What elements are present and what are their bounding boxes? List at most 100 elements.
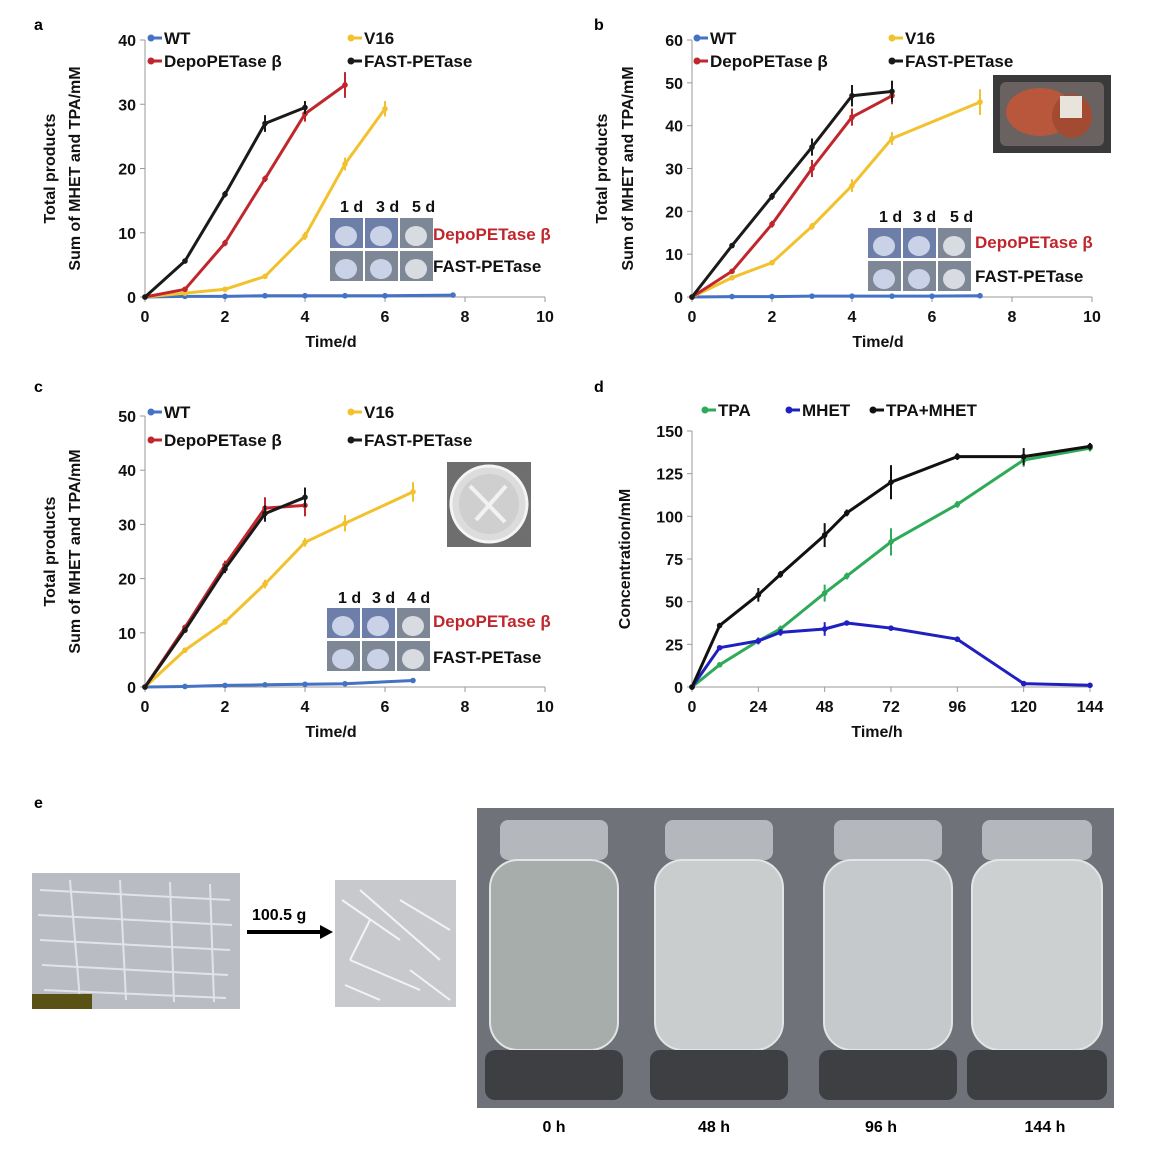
y-tick-label: 10 — [665, 247, 683, 264]
data-point — [342, 680, 348, 687]
data-point — [262, 581, 268, 587]
legend-label: WT — [164, 403, 191, 422]
data-point — [755, 638, 762, 644]
data-point — [382, 292, 388, 299]
data-point — [849, 293, 855, 299]
data-point — [1020, 680, 1027, 687]
legend-label: MHET — [802, 401, 851, 420]
y-tick-label: 50 — [665, 76, 683, 93]
data-point — [849, 114, 855, 120]
data-point — [716, 662, 723, 668]
data-point — [888, 539, 894, 545]
inset-tube — [943, 236, 965, 256]
y-tick-label: 60 — [665, 33, 683, 50]
inset-day-label: 3 d — [913, 209, 936, 226]
data-point — [821, 590, 828, 596]
legend-label: V16 — [905, 29, 935, 48]
data-point — [843, 573, 850, 579]
series-fast-petase — [689, 80, 895, 300]
reactor-jars — [485, 820, 1107, 1100]
inset-tube — [332, 616, 354, 636]
data-point — [689, 684, 695, 690]
panel-label-c: c — [34, 379, 43, 396]
x-tick-label: 10 — [536, 699, 554, 716]
data-point — [262, 510, 268, 517]
x-tick-label: 10 — [536, 309, 554, 326]
data-point — [1087, 443, 1093, 450]
data-point — [889, 293, 895, 299]
data-point — [302, 494, 308, 501]
legend-marker-dot — [888, 57, 896, 65]
weight-label: 100.5 g — [252, 907, 306, 924]
data-point — [809, 144, 815, 150]
y-tick-label: 0 — [127, 680, 136, 697]
reactor-vessel — [823, 859, 953, 1051]
pet-flakes-photo — [335, 880, 456, 1007]
data-point — [954, 636, 961, 643]
inset-tube — [405, 226, 427, 246]
data-point — [302, 292, 308, 299]
series-depopetase- — [142, 494, 308, 690]
x-tick-label: 0 — [688, 309, 697, 326]
legend-marker-dot — [347, 436, 355, 444]
data-point — [777, 571, 784, 578]
y-tick-label: 20 — [118, 572, 136, 589]
data-point — [888, 479, 894, 486]
reactor-lid — [982, 820, 1092, 860]
x-axis-label: Time/d — [852, 334, 903, 351]
x-tick-label: 120 — [1010, 699, 1037, 716]
legend-label: TPA — [718, 401, 751, 420]
data-point — [755, 592, 762, 598]
legend-marker-dot — [869, 406, 877, 414]
data-point — [821, 532, 828, 538]
inset-day-label: 3 d — [372, 590, 395, 607]
x-tick-label: 2 — [221, 699, 230, 716]
y-tick-label: 25 — [665, 637, 683, 654]
y-tick-label: 20 — [665, 204, 683, 221]
data-point — [342, 161, 348, 167]
inset-tube — [405, 259, 427, 279]
reactor-lid — [665, 820, 773, 860]
x-tick-label: 8 — [461, 699, 470, 716]
data-point — [849, 182, 855, 189]
y-tick-label: 30 — [665, 162, 683, 179]
legend-label: DepoPETase β — [164, 431, 282, 450]
inset-day-label: 1 d — [340, 199, 363, 216]
legend-label: TPA+MHET — [886, 401, 977, 420]
series-wt — [142, 677, 416, 690]
legend-marker-dot — [888, 34, 896, 42]
reactor-base — [650, 1050, 788, 1100]
series-line — [691, 94, 893, 299]
legend-marker-dot — [693, 34, 701, 42]
y-tick-label: 150 — [656, 424, 683, 441]
y-tick-label: 40 — [665, 119, 683, 136]
data-point — [142, 684, 148, 690]
inset-tube — [943, 269, 965, 289]
x-axis-label: Time/d — [305, 724, 356, 741]
inset-label-depopetase: DepoPETase β — [975, 233, 1093, 252]
legend-label: DepoPETase β — [164, 52, 282, 71]
inset-tube — [367, 616, 389, 636]
y-tick-label: 0 — [674, 290, 683, 307]
series-wt — [689, 292, 983, 300]
y-tick-label: 50 — [118, 409, 136, 426]
inset-tube — [873, 236, 895, 256]
y-tick-label: 30 — [118, 517, 136, 534]
data-point — [889, 88, 895, 95]
x-tick-label: 4 — [301, 699, 310, 716]
data-point — [182, 647, 188, 653]
legend-marker-dot — [147, 57, 155, 65]
y-tick-label: 40 — [118, 463, 136, 480]
series-tpa — [689, 444, 1093, 690]
data-point — [689, 294, 695, 300]
data-point — [1087, 682, 1093, 689]
inset-label-fastpetase: FAST-PETase — [433, 257, 541, 276]
series-depopetase- — [689, 87, 895, 300]
inset-label-depopetase: DepoPETase β — [433, 612, 551, 631]
data-point — [342, 520, 348, 527]
x-tick-label: 4 — [301, 309, 310, 326]
legend-label: V16 — [364, 29, 394, 48]
legend-marker-dot — [147, 436, 155, 444]
x-tick-label: 0 — [141, 309, 150, 326]
x-tick-label: 0 — [688, 699, 697, 716]
